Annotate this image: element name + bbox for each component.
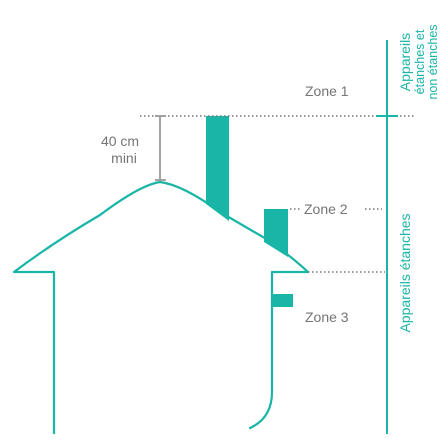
dimension-value: 40 cm	[101, 133, 139, 149]
zone-2-label: Zone 2	[304, 201, 348, 217]
scale-label-bottom: Appareils étanches	[397, 213, 413, 332]
chimney-zone-2	[264, 209, 288, 257]
zone-3-label: Zone 3	[305, 309, 349, 325]
scale-label-top-line2: étanches et	[413, 29, 427, 94]
scale-label-top-line3: non étanches	[426, 24, 440, 99]
scale-label-top-line1: Appareils	[397, 33, 413, 91]
wall-outlet-zone-3	[272, 294, 293, 307]
house-outline	[12, 180, 310, 436]
dimension-qualifier: mini	[111, 150, 137, 166]
chimney-zone-1	[206, 116, 229, 221]
zone-1-label: Zone 1	[305, 83, 349, 99]
